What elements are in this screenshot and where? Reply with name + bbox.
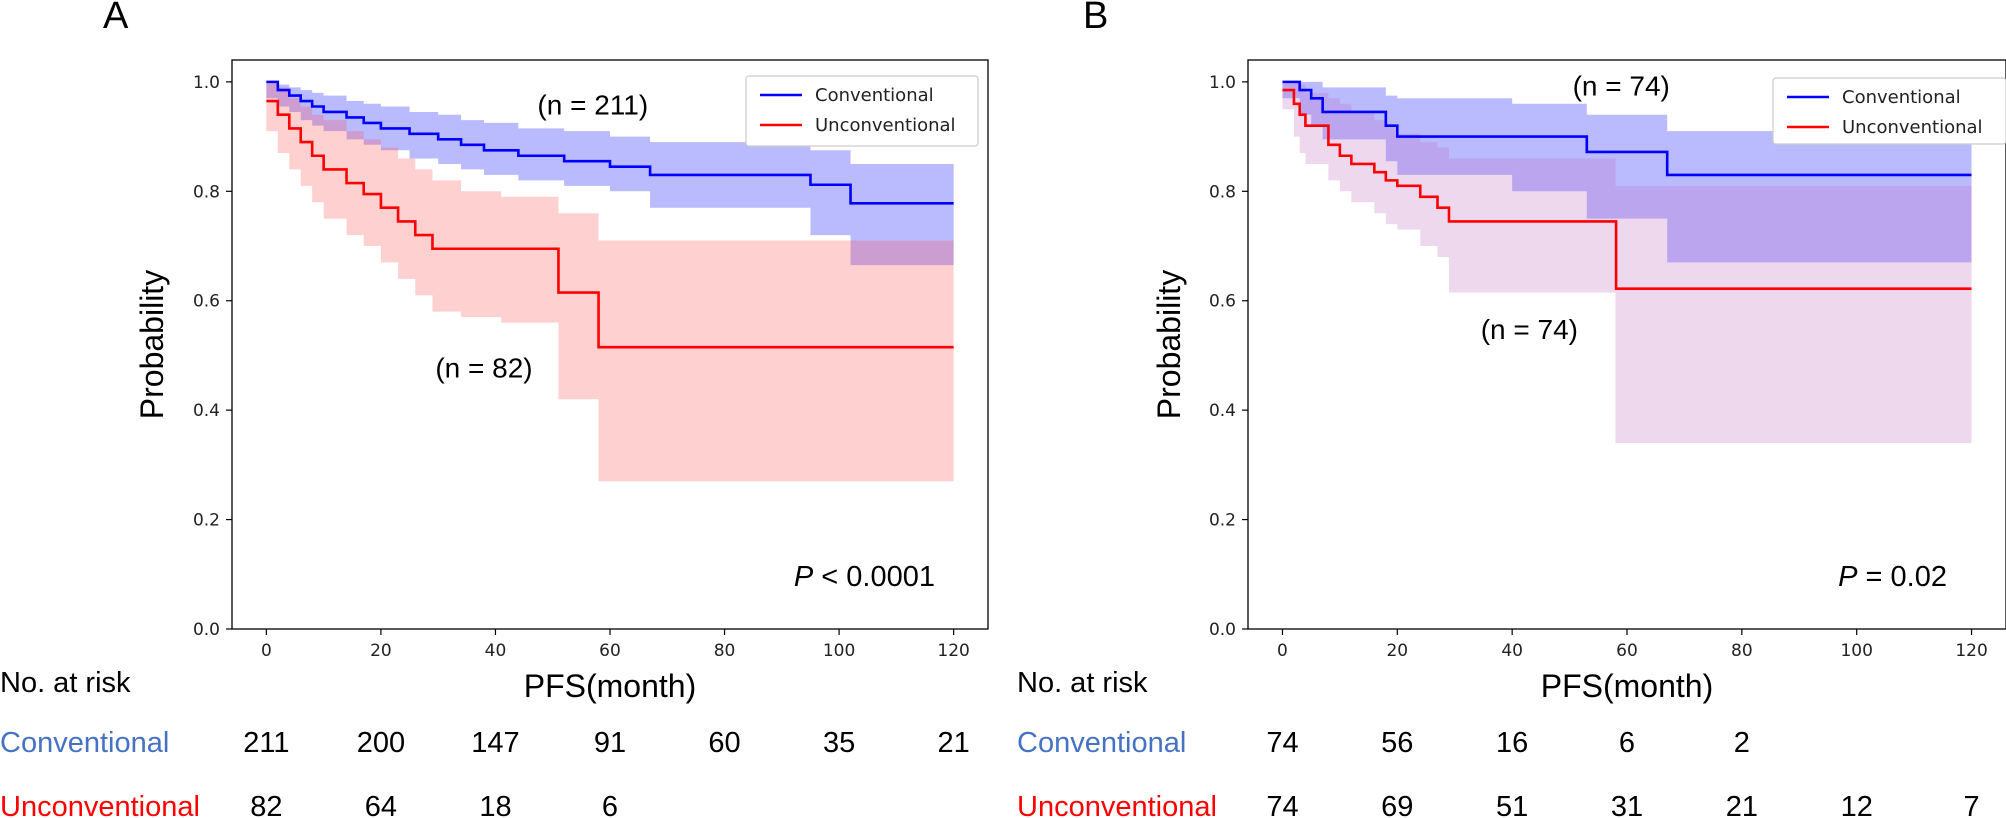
n-annotation: (n = 74) [1573, 71, 1670, 102]
p-value: P = 0.02 [1838, 561, 1947, 593]
survival-line-conventional [1282, 80, 1972, 177]
risk-count: 51 [1496, 791, 1528, 818]
risk-count: 91 [594, 727, 626, 759]
y-tick-label: 0.4 [1209, 401, 1236, 421]
ci-band-unconventional [266, 81, 954, 482]
y-tick-label: 1.0 [193, 73, 220, 93]
risk-count: 74 [1266, 791, 1298, 818]
n-annotation: (n = 74) [1481, 314, 1578, 345]
risk-row-label-unconventional: Unconventional [1017, 791, 1217, 818]
x-tick-label: 80 [714, 641, 736, 661]
risk-count: 60 [708, 727, 740, 759]
risk-count: 21 [938, 727, 970, 759]
x-axis-label: PFS(month) [524, 668, 696, 704]
x-tick-label: 100 [823, 641, 855, 661]
risk-count: 35 [823, 727, 855, 759]
survival-line-unconventional [1282, 88, 1972, 290]
risk-table-header: No. at risk [0, 667, 131, 699]
risk-count: 7 [1963, 791, 1979, 818]
x-tick-label: 60 [1616, 641, 1638, 661]
y-axis-label: Probability [1151, 270, 1187, 419]
x-tick-label: 20 [370, 641, 392, 661]
ci-band-unconventional [1282, 81, 1972, 443]
risk-count: 6 [1619, 727, 1635, 759]
risk-count: 82 [250, 791, 282, 818]
x-axis-label: PFS(month) [1541, 668, 1713, 704]
risk-row-label-unconventional: Unconventional [0, 791, 200, 818]
legend-label-unconventional: Unconventional [815, 115, 956, 136]
legend: Conventional Unconventional [1772, 77, 2006, 145]
y-tick-label: 0.2 [1209, 511, 1236, 531]
x-tick-label: 40 [1501, 641, 1523, 661]
p-value-symbol: P [794, 561, 814, 593]
ci-band-conventional [1282, 81, 1972, 263]
x-tick-label: 0 [1277, 641, 1288, 661]
risk-count: 16 [1496, 727, 1528, 759]
legend-box [745, 75, 979, 147]
panel-label: B [1083, 0, 1108, 37]
p-value-text: = 0.02 [1858, 561, 1948, 593]
x-tick-label: 100 [1840, 641, 1872, 661]
panel-label: A [103, 0, 129, 37]
x-tick-label: 0 [261, 641, 272, 661]
x-tick-label: 120 [937, 641, 969, 661]
risk-count: 2 [1734, 727, 1750, 759]
risk-count: 69 [1381, 791, 1413, 818]
y-tick-label: 0.6 [193, 292, 220, 312]
risk-count: 21 [1726, 791, 1758, 818]
y-tick-label: 0.4 [193, 401, 220, 421]
risk-count: 31 [1611, 791, 1643, 818]
chart-panel-b: B 0.0 0.2 0.4 0.6 0.8 1.0 0 20 40 60 80 100 120 Probab… [1017, 0, 2006, 818]
risk-count: 56 [1381, 727, 1413, 759]
legend-box [1772, 77, 2006, 145]
p-value-symbol: P [1838, 561, 1858, 593]
y-tick-label: 1.0 [1209, 73, 1236, 93]
risk-count: 6 [602, 791, 618, 818]
y-tick-label: 0.8 [193, 182, 220, 202]
p-value-text: < 0.0001 [813, 561, 935, 593]
y-tick-label: 0.2 [193, 511, 220, 531]
p-value: P < 0.0001 [794, 561, 935, 593]
risk-row-label-conventional: Conventional [1017, 727, 1186, 759]
ci-band-conventional [266, 81, 954, 266]
risk-table-header: No. at risk [1017, 667, 1148, 699]
risk-row-label-conventional: Conventional [0, 727, 169, 759]
risk-count: 18 [479, 791, 511, 818]
x-tick-label: 80 [1731, 641, 1753, 661]
legend: Conventional Unconventional [745, 75, 979, 147]
risk-count: 74 [1266, 727, 1298, 759]
risk-table: No. at risk Conventional 74 56 16 6 2 Unconvent… [1017, 667, 1980, 818]
y-tick-label: 0.0 [1209, 620, 1236, 640]
risk-count: 200 [357, 727, 405, 759]
x-tick-label: 40 [485, 641, 507, 661]
risk-count: 147 [471, 727, 519, 759]
legend-label-conventional: Conventional [815, 85, 934, 106]
n-annotation: (n = 82) [435, 352, 532, 383]
risk-count: 12 [1841, 791, 1873, 818]
risk-count: 64 [365, 791, 397, 818]
y-tick-label: 0.0 [193, 620, 220, 640]
y-tick-label: 0.8 [1209, 182, 1236, 202]
x-tick-label: 20 [1386, 641, 1408, 661]
y-axis-label: Probability [134, 270, 170, 419]
chart-panel-a: A 0.0 0.2 0.4 0.6 0.8 1.0 0 20 40 60 80 100 120 Probab… [0, 0, 989, 818]
legend-label-conventional: Conventional [1842, 87, 1961, 108]
x-tick-label: 60 [599, 641, 621, 661]
legend-label-unconventional: Unconventional [1842, 117, 1983, 138]
risk-table: No. at risk Conventional 211 200 147 91 60 35 21… [0, 667, 970, 818]
survival-line-conventional [266, 80, 954, 205]
x-tick-label: 120 [1955, 641, 1987, 661]
risk-count: 211 [243, 727, 289, 759]
n-annotation: (n = 211) [537, 90, 648, 121]
y-tick-label: 0.6 [1209, 292, 1236, 312]
survival-line-unconventional [266, 99, 954, 349]
